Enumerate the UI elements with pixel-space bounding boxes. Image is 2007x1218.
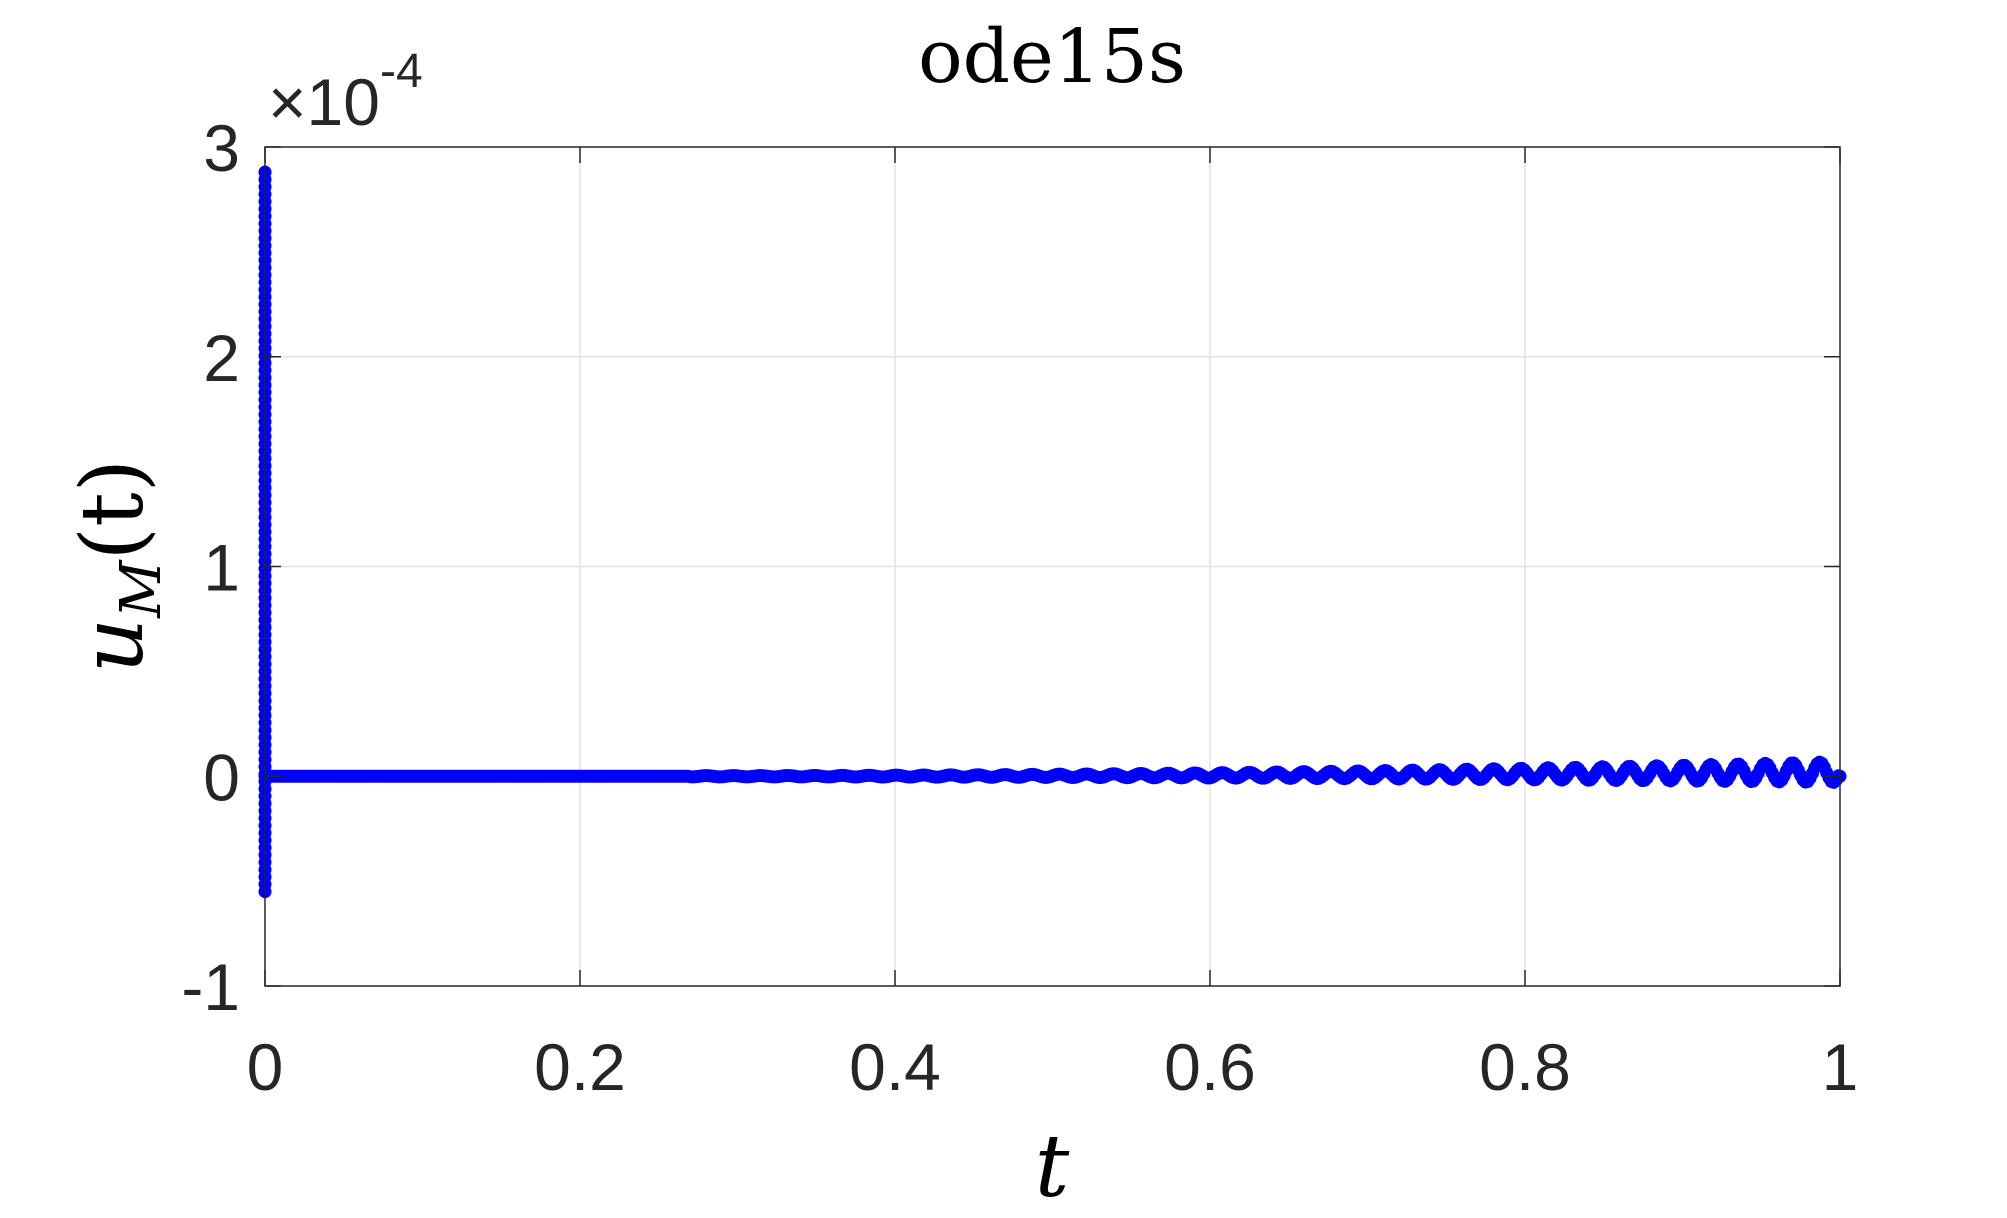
x-tick-label: 0.4 (849, 1030, 941, 1104)
data-markers (258, 165, 1847, 899)
y-exponent-power: -4 (380, 45, 423, 98)
y-exponent-prefix: ×10 (268, 65, 380, 139)
y-exponent-label: ×10-4 (268, 45, 423, 139)
x-tick-label: 0.8 (1479, 1030, 1571, 1104)
y-axis-label-arg: (t) (63, 459, 163, 561)
chart-title: ode15s (918, 14, 1186, 100)
x-axis-label: t (1035, 1117, 1070, 1217)
y-tick-label: -1 (181, 950, 240, 1024)
y-tick-label: 3 (203, 111, 240, 185)
grid (265, 147, 1840, 986)
y-axis-label-subscript: M (109, 559, 174, 619)
x-tick-label: 0.6 (1164, 1030, 1256, 1104)
y-tick-label: 2 (203, 321, 240, 395)
y-tick-label: 1 (203, 531, 240, 605)
y-tick-label: 0 (203, 740, 240, 814)
x-tick-labels: 0 0.2 0.4 0.6 0.8 1 (247, 1030, 1859, 1104)
x-tick-label: 1 (1822, 1030, 1859, 1104)
x-tick-label: 0 (247, 1030, 284, 1104)
svg-text:uM(t): uM(t) (63, 459, 174, 673)
y-axis-label-base: u (63, 618, 163, 673)
y-tick-labels: -1 0 1 2 3 (181, 111, 240, 1024)
x-tick-label: 0.2 (534, 1030, 626, 1104)
ticks (264, 146, 1841, 987)
y-axis-label: uM(t) (63, 459, 174, 673)
